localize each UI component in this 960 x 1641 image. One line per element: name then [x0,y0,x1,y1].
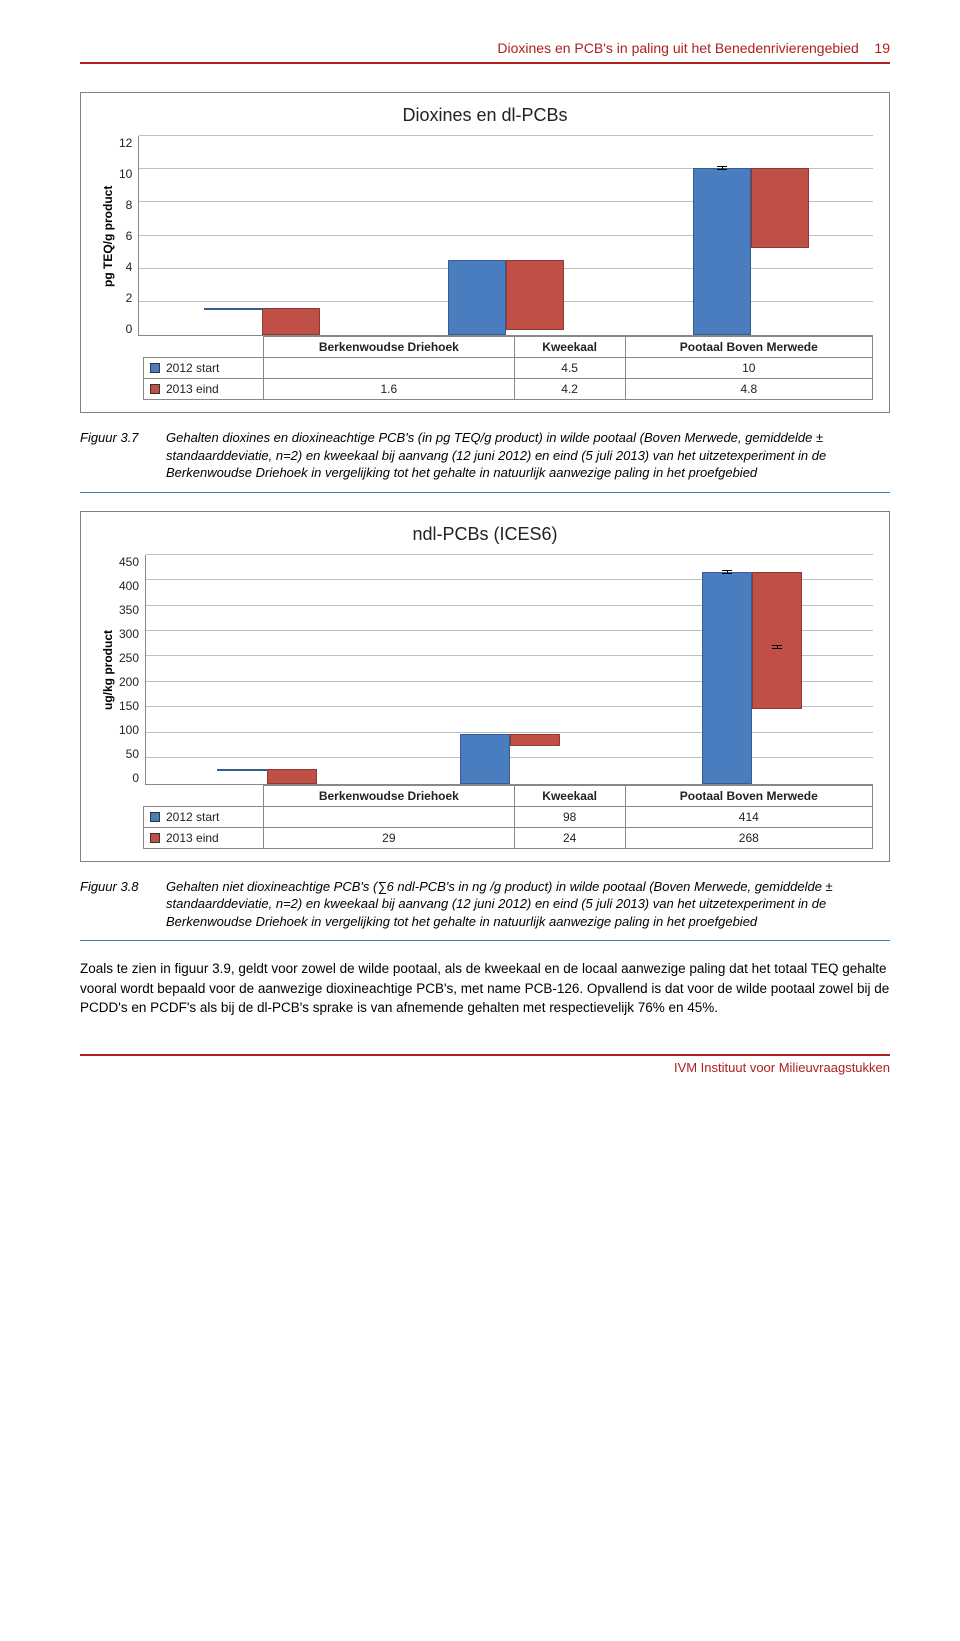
ytick-label: 300 [119,627,139,641]
bar [702,572,752,784]
ytick-label: 100 [119,723,139,737]
table-cell: 98 [514,806,625,827]
ytick-label: 350 [119,603,139,617]
series-name: 2013 eind [166,382,219,396]
series-name: 2012 start [166,361,219,375]
bar-group [146,769,388,784]
chart1-title: Dioxines en dl-PCBs [97,105,873,126]
ytick-label: 50 [126,747,139,761]
table-row-label: 2012 start [144,806,264,827]
bar [267,769,317,784]
table-col-header: Kweekaal [514,337,625,358]
chart1-plot [138,136,873,336]
bar-group [388,734,630,784]
legend-swatch [150,384,160,394]
ytick-label: 4 [126,260,133,274]
table-cell [264,358,515,379]
legend-swatch [150,363,160,373]
table-col-header: Pootaal Boven Merwede [625,785,872,806]
figure-3-7-caption: Figuur 3.7 Gehalten dioxines en dioxinea… [80,429,890,482]
table-cell: 24 [514,827,625,848]
gridline [146,554,873,555]
table-col-header: Kweekaal [514,785,625,806]
ytick-label: 250 [119,651,139,665]
ytick-label: 0 [126,322,133,336]
divider-2 [80,940,890,941]
bar [460,734,510,784]
fig-text: Gehalten niet dioxineachtige PCB's (∑6 n… [166,878,890,931]
bar [506,260,564,330]
table-col-header: Berkenwoudse Driehoek [264,785,515,806]
table-cell: 268 [625,827,872,848]
chart-dioxines-dlpcb: Dioxines en dl-PCBs pg TEQ/g product 121… [80,92,890,413]
bar [217,769,267,771]
ytick-label: 450 [119,555,139,569]
bar [751,168,809,248]
chart2-plot [145,555,873,785]
figure-3-8-caption: Figuur 3.8 Gehalten niet dioxineachtige … [80,878,890,931]
header-rule [80,62,890,64]
bar [262,308,320,335]
table-row-label: 2012 start [144,358,264,379]
running-head: Dioxines en PCB's in paling uit het Bene… [80,40,890,56]
page-number: 19 [874,40,890,56]
chart2-datatable: Berkenwoudse DriehoekKweekaalPootaal Bov… [143,785,873,849]
ytick-label: 12 [119,136,132,150]
table-cell: 4.8 [625,379,872,400]
bar [693,168,751,335]
chart-ndl-pcbs: ndl-PCBs (ICES6) ug/kg product 450 400 350… [80,511,890,862]
ytick-label: 2 [126,291,133,305]
table-cell: 414 [625,806,872,827]
gridline [139,135,873,136]
series-name: 2012 start [166,810,219,824]
bar-group [384,260,629,335]
fig-num: Figuur 3.7 [80,429,166,482]
bar-group [628,168,873,335]
ytick-label: 10 [119,167,132,181]
bar-group [631,572,873,784]
fig-num: Figuur 3.8 [80,878,166,931]
table-row-label: 2013 eind [144,827,264,848]
bar [752,572,802,709]
chart1-ylabel: pg TEQ/g product [97,136,119,336]
table-cell: 4.2 [514,379,625,400]
ytick-label: 6 [126,229,133,243]
table-cell: 1.6 [264,379,515,400]
table-col-header: Berkenwoudse Driehoek [264,337,515,358]
chart2-ylabel: ug/kg product [97,555,119,785]
chart1-yticks: 12 10 8 6 4 2 0 [119,136,138,336]
ytick-label: 200 [119,675,139,689]
running-title: Dioxines en PCB's in paling uit het Bene… [497,40,858,56]
chart2-yticks: 450 400 350 300 250 200 150 100 50 0 [119,555,145,785]
error-bar [772,645,782,649]
legend-swatch [150,833,160,843]
legend-swatch [150,812,160,822]
body-paragraph: Zoals te zien in figuur 3.9, geldt voor … [80,959,890,1018]
table-cell [264,806,515,827]
ytick-label: 0 [132,771,139,785]
table-cell: 10 [625,358,872,379]
chart2-title: ndl-PCBs (ICES6) [97,524,873,545]
fig-text: Gehalten dioxines en dioxineachtige PCB'… [166,429,890,482]
bar [448,260,506,335]
error-bar [722,570,732,574]
series-name: 2013 eind [166,831,219,845]
error-bar [717,166,727,170]
ytick-label: 8 [126,198,133,212]
table-cell: 4.5 [514,358,625,379]
divider-1 [80,492,890,493]
bar-group [139,308,384,335]
bar [510,734,560,746]
ytick-label: 150 [119,699,139,713]
bar [204,308,262,310]
table-col-header: Pootaal Boven Merwede [625,337,872,358]
ytick-label: 400 [119,579,139,593]
chart1-datatable: Berkenwoudse DriehoekKweekaalPootaal Bov… [143,336,873,400]
table-row-label: 2013 eind [144,379,264,400]
footer-institute: IVM Instituut voor Milieuvraagstukken [80,1054,890,1075]
table-cell: 29 [264,827,515,848]
